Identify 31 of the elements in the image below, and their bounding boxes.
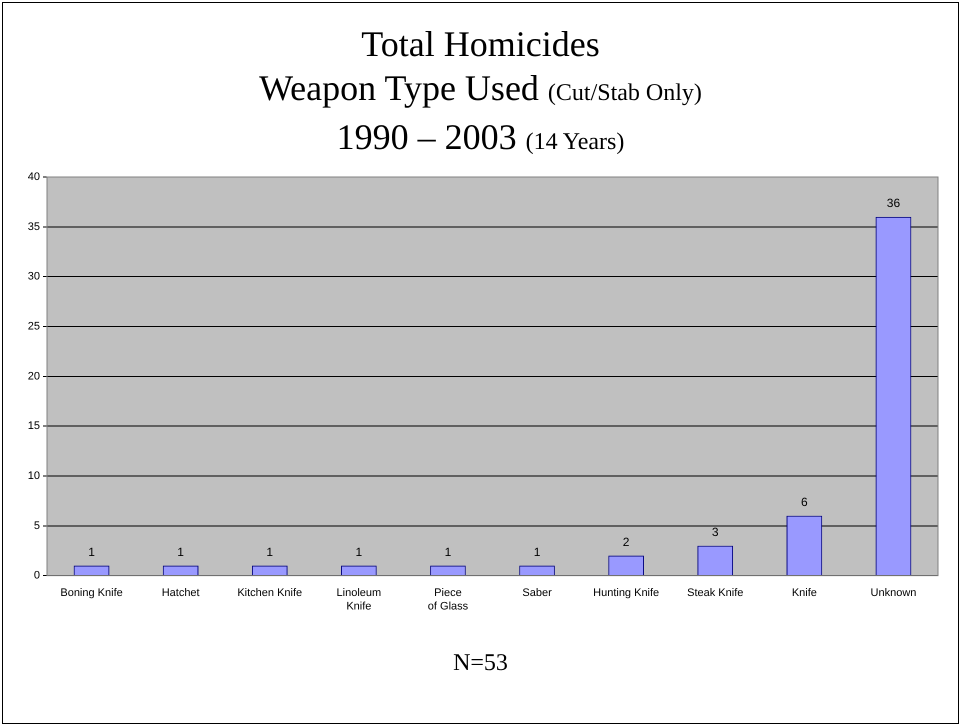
x-tick-label: Saber bbox=[522, 587, 552, 600]
x-tick-label: Knife bbox=[792, 587, 817, 600]
x-tick-label: Kitchen Knife bbox=[237, 587, 302, 600]
data-label: 1 bbox=[444, 544, 452, 559]
y-tick-label: 40 bbox=[28, 171, 40, 184]
y-tick-label: 30 bbox=[28, 270, 40, 283]
x-tick-label: Piece of Glass bbox=[428, 587, 469, 612]
y-tick-label: 15 bbox=[28, 420, 40, 432]
x-tick-label: Steak Knife bbox=[687, 587, 744, 600]
x-tick-label: Unknown bbox=[870, 587, 916, 600]
data-label: 1 bbox=[266, 544, 274, 559]
y-tick-label: 10 bbox=[28, 470, 40, 482]
data-label: 1 bbox=[534, 544, 541, 559]
x-tick-label: Boning Knife bbox=[60, 587, 123, 600]
data-label: 1 bbox=[356, 544, 363, 559]
y-tick-label: 20 bbox=[28, 370, 40, 382]
data-label: 6 bbox=[801, 495, 808, 510]
text: N=53 bbox=[452, 650, 509, 677]
y-tick-label: 5 bbox=[34, 520, 40, 532]
data-label: 3 bbox=[712, 525, 719, 540]
data-label: 2 bbox=[622, 534, 630, 549]
chart-title: Total Homicides Weapon Type Used (Cut/Stab Only) 1990 – 2003 (14 Years) bbox=[259, 24, 702, 157]
y-tick-label: 35 bbox=[28, 220, 40, 233]
x-tick-label: Hunting Knife bbox=[593, 587, 660, 600]
x-tick-label: Hatchet bbox=[162, 587, 200, 600]
data-label: 1 bbox=[177, 544, 184, 559]
y-tick-label: 0 bbox=[34, 570, 40, 582]
x-tick-label: Linoleum Knife bbox=[336, 587, 382, 612]
y-tick-label: 25 bbox=[28, 320, 40, 333]
data-label: 1 bbox=[88, 544, 96, 559]
data-label: 36 bbox=[886, 196, 900, 210]
